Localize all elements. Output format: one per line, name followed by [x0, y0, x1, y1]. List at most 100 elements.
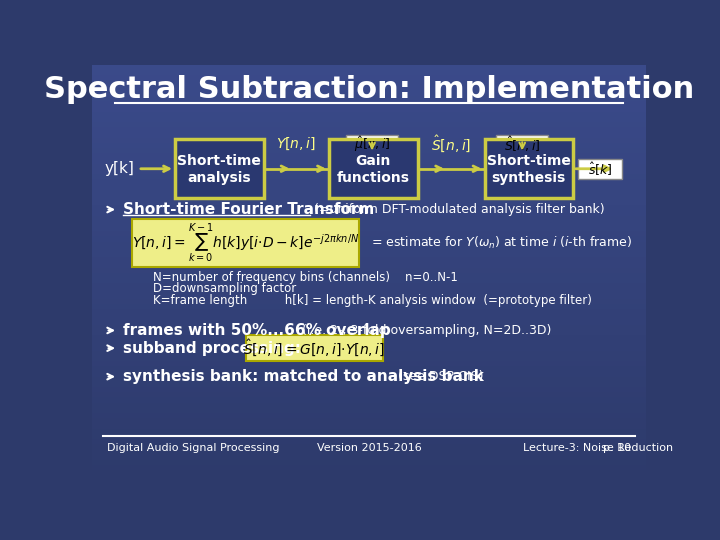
- Bar: [92, 204, 647, 211]
- Text: (=uniform DFT-modulated analysis filter bank): (=uniform DFT-modulated analysis filter …: [314, 203, 604, 216]
- Bar: [496, 135, 549, 153]
- Bar: [92, 261, 647, 267]
- Bar: [92, 402, 647, 408]
- Bar: [92, 69, 647, 75]
- Bar: [92, 116, 647, 122]
- Bar: [92, 428, 647, 434]
- Text: subband processing:: subband processing:: [122, 341, 301, 356]
- Bar: [92, 111, 647, 117]
- Text: $Y[n,i]$: $Y[n,i]$: [276, 136, 316, 152]
- Bar: [92, 438, 647, 444]
- Bar: [92, 210, 647, 215]
- Bar: [92, 308, 647, 314]
- Bar: [92, 459, 647, 465]
- Bar: [92, 85, 647, 91]
- Bar: [92, 100, 647, 106]
- Bar: [92, 95, 647, 101]
- Text: Spectral Subtraction: Implementation: Spectral Subtraction: Implementation: [44, 75, 694, 104]
- Text: Short-time: Short-time: [487, 154, 571, 168]
- Bar: [92, 64, 647, 70]
- Bar: [92, 121, 647, 127]
- Bar: [92, 449, 647, 455]
- Bar: [92, 246, 647, 252]
- Bar: [92, 215, 647, 221]
- Bar: [175, 139, 264, 198]
- Bar: [92, 334, 647, 340]
- Bar: [92, 277, 647, 283]
- Text: Short-time Fourier Transform: Short-time Fourier Transform: [122, 202, 374, 217]
- Text: $\hat{S}[n,i]$: $\hat{S}[n,i]$: [431, 134, 471, 154]
- Text: synthesis bank: matched to analysis bank: synthesis bank: matched to analysis bank: [122, 369, 483, 384]
- Text: Digital Audio Signal Processing: Digital Audio Signal Processing: [107, 443, 279, 453]
- Bar: [92, 469, 647, 475]
- Bar: [246, 335, 383, 361]
- Bar: [92, 433, 647, 439]
- Bar: [92, 231, 647, 237]
- Text: = estimate for $Y(\omega_n)$ at time $i$ ($i$-th frame): = estimate for $Y(\omega_n)$ at time $i$…: [371, 234, 631, 251]
- Bar: [92, 225, 647, 231]
- Bar: [485, 139, 573, 198]
- Bar: [92, 163, 647, 168]
- Bar: [329, 139, 418, 198]
- Bar: [92, 329, 647, 335]
- Text: (i.e. 2-, 3-fold oversampling, N=2D..3D): (i.e. 2-, 3-fold oversampling, N=2D..3D): [298, 324, 552, 337]
- Bar: [92, 370, 647, 377]
- Bar: [92, 386, 647, 392]
- Bar: [92, 235, 647, 241]
- Bar: [92, 184, 647, 190]
- Text: y[k]: y[k]: [104, 161, 134, 176]
- Bar: [92, 360, 647, 366]
- Bar: [578, 159, 621, 179]
- Bar: [92, 152, 647, 158]
- Bar: [92, 282, 647, 288]
- Bar: [92, 142, 647, 148]
- Bar: [92, 314, 647, 320]
- Bar: [92, 303, 647, 309]
- Bar: [92, 199, 647, 205]
- Bar: [92, 287, 647, 294]
- Bar: [92, 350, 647, 356]
- Text: Version 2015-2016: Version 2015-2016: [317, 443, 421, 453]
- Bar: [92, 75, 647, 80]
- Bar: [92, 241, 647, 247]
- Bar: [92, 324, 647, 330]
- Bar: [92, 173, 647, 179]
- Text: synthesis: synthesis: [492, 171, 566, 185]
- Text: frames with 50%...66% overlap: frames with 50%...66% overlap: [122, 323, 390, 338]
- Bar: [92, 189, 647, 195]
- Bar: [92, 168, 647, 174]
- Bar: [92, 381, 647, 387]
- Text: p. 10: p. 10: [603, 443, 631, 453]
- Bar: [92, 345, 647, 350]
- Bar: [92, 106, 647, 112]
- Bar: [92, 407, 647, 413]
- Text: $\hat{\mu}[n,i]$: $\hat{\mu}[n,i]$: [354, 134, 390, 154]
- Bar: [92, 293, 647, 299]
- Bar: [92, 340, 647, 346]
- Bar: [92, 298, 647, 304]
- Text: Short-time: Short-time: [177, 154, 261, 168]
- Text: K=frame length          h[k] = length-K analysis window  (=prototype filter): K=frame length h[k] = length-K analysis …: [153, 294, 593, 307]
- Text: (see DSP-CIS): (see DSP-CIS): [394, 370, 483, 383]
- Text: N=number of frequency bins (channels)    n=0..N-1: N=number of frequency bins (channels) n=…: [153, 271, 458, 284]
- Bar: [92, 256, 647, 262]
- Bar: [92, 412, 647, 418]
- Bar: [92, 376, 647, 382]
- Bar: [92, 220, 647, 226]
- Bar: [92, 194, 647, 200]
- Bar: [132, 219, 359, 267]
- Text: Gain: Gain: [356, 154, 391, 168]
- Bar: [92, 158, 647, 164]
- Bar: [92, 126, 647, 132]
- Bar: [92, 417, 647, 423]
- Bar: [92, 475, 647, 481]
- Bar: [92, 397, 647, 403]
- Bar: [92, 319, 647, 325]
- Bar: [92, 267, 647, 273]
- Bar: [92, 137, 647, 143]
- Bar: [92, 443, 647, 449]
- Bar: [92, 423, 647, 429]
- Bar: [92, 79, 647, 85]
- Bar: [92, 272, 647, 278]
- Bar: [92, 147, 647, 153]
